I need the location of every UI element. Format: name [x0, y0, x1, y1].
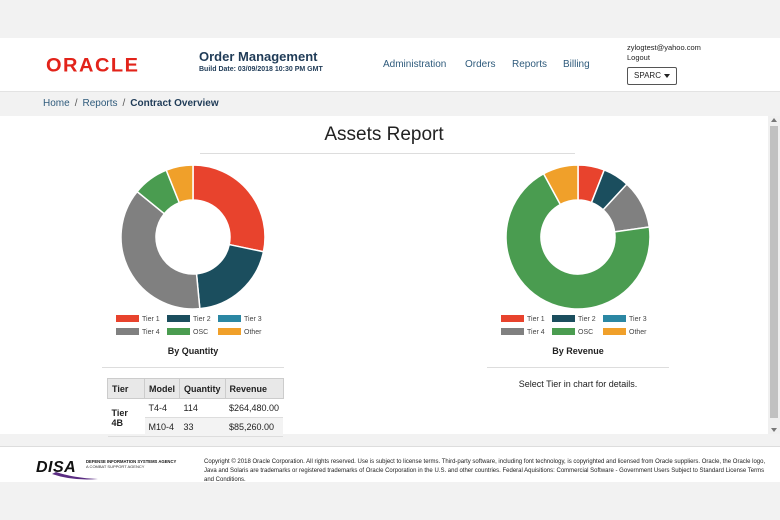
- col-header-quantity: Quantity: [179, 378, 226, 399]
- legend-label: Tier 2: [578, 316, 596, 323]
- header: ORACLE Order Management Build Date: 03/0…: [0, 38, 780, 92]
- legend-swatch: [552, 328, 575, 335]
- quantity-caption-divider: [102, 367, 284, 368]
- legend-item-tier-2[interactable]: Tier 2: [552, 315, 596, 323]
- donut-slice-osc[interactable]: [505, 172, 651, 310]
- legend-item-osc[interactable]: OSC: [167, 328, 208, 336]
- legend-item-tier-3[interactable]: Tier 3: [218, 315, 262, 323]
- legend-label: OSC: [193, 329, 209, 336]
- breadcrumb-home[interactable]: Home: [43, 98, 70, 109]
- footer: DISA DEFENSE INFORMATION SYSTEMS AGENCY …: [0, 446, 780, 483]
- copyright-text: Copyright © 2018 Oracle Corporation. All…: [204, 459, 766, 483]
- org-select[interactable]: SPARC: [627, 67, 677, 85]
- disa-logo: DISA: [36, 459, 77, 476]
- legend-label: Tier 2: [193, 316, 211, 323]
- revenue-chart-caption: By Revenue: [552, 346, 604, 356]
- disa-agency-subtitle: A COMBAT SUPPORT AGENCY: [86, 464, 145, 469]
- legend-item-tier-1[interactable]: Tier 1: [501, 315, 545, 323]
- quantity-chart-caption: By Quantity: [167, 346, 219, 356]
- donut-slice-other[interactable]: [165, 164, 194, 204]
- nav-billing[interactable]: Billing: [563, 59, 590, 70]
- quantity-donut-chart[interactable]: [118, 162, 268, 312]
- vertical-scrollbar[interactable]: [768, 116, 780, 434]
- legend-swatch: [116, 328, 139, 335]
- quantity-cell: 114: [179, 398, 226, 418]
- col-header-revenue: Revenue: [224, 378, 284, 399]
- donut-slice-tier-4[interactable]: [120, 190, 201, 310]
- app-title: Order Management: [199, 49, 318, 64]
- legend-item-osc[interactable]: OSC: [552, 328, 593, 336]
- model-cell: M10-4: [144, 417, 180, 437]
- tier-name-cell: Tier 4B: [107, 398, 145, 437]
- build-date: Build Date: 03/09/2018 10:30 PM GMT: [199, 66, 323, 73]
- legend-label: Tier 4: [527, 329, 545, 336]
- legend-label: Tier 3: [629, 316, 647, 323]
- disa-swoosh-icon: [52, 472, 98, 480]
- legend-item-tier-4[interactable]: Tier 4: [501, 328, 545, 336]
- legend-item-tier-1[interactable]: Tier 1: [116, 315, 160, 323]
- page-title: Assets Report: [324, 124, 444, 145]
- nav-administration[interactable]: Administration: [383, 59, 447, 70]
- donut-slice-other[interactable]: [542, 164, 579, 206]
- tier-detail-table: Tier Model Quantity Revenue Tier 4B T4-4…: [107, 378, 284, 437]
- disa-agency-name: DEFENSE INFORMATION SYSTEMS AGENCY: [86, 459, 177, 464]
- logout-link[interactable]: Logout: [627, 53, 650, 62]
- legend-label: Other: [629, 329, 647, 336]
- revenue-cell: $264,480.00: [225, 398, 284, 418]
- legend-item-tier-2[interactable]: Tier 2: [167, 315, 211, 323]
- revenue-legend: Tier 1 Tier 2 Tier 3 Tier 4 OSC Other: [501, 315, 661, 339]
- legend-item-other[interactable]: Other: [218, 328, 262, 336]
- legend-label: Tier 1: [142, 316, 160, 323]
- quantity-cell: 33: [179, 417, 226, 437]
- legend-swatch: [218, 328, 241, 335]
- legend-item-tier-3[interactable]: Tier 3: [603, 315, 647, 323]
- scroll-down-icon[interactable]: [771, 428, 777, 432]
- quantity-legend: Tier 1 Tier 2 Tier 3 Tier 4 OSC Other: [116, 315, 276, 339]
- user-email: zylogtest@yahoo.com: [627, 43, 701, 52]
- model-cell: T4-4: [144, 398, 180, 418]
- legend-label: Tier 1: [527, 316, 545, 323]
- legend-swatch: [167, 328, 190, 335]
- donut-slice-tier-1[interactable]: [192, 164, 266, 253]
- nav-reports[interactable]: Reports: [512, 59, 548, 70]
- legend-swatch: [552, 315, 575, 322]
- legend-label: Tier 4: [142, 329, 160, 336]
- legend-item-other[interactable]: Other: [603, 328, 647, 336]
- legend-item-tier-4[interactable]: Tier 4: [116, 328, 160, 336]
- revenue-cell: $85,260.00: [225, 417, 284, 437]
- scroll-up-icon[interactable]: [771, 118, 777, 122]
- donut-slice-tier-2[interactable]: [195, 243, 265, 310]
- legend-swatch: [218, 315, 241, 322]
- main-content: Assets Report Tier 1 Tier 2 Tier 3 Tier 4 OS…: [0, 116, 768, 437]
- revenue-caption-divider: [487, 367, 669, 368]
- breadcrumb: Home / Reports / Contract Overview: [43, 98, 219, 109]
- breadcrumb-reports[interactable]: Reports: [82, 98, 118, 109]
- breadcrumb-current: Contract Overview: [130, 98, 219, 109]
- legend-swatch: [167, 315, 190, 322]
- table-row: Tier 4B T4-4 114 $264,480.00: [107, 398, 284, 437]
- caret-down-icon: [664, 74, 670, 78]
- tier-details-message: Select Tier in chart for details.: [518, 379, 638, 389]
- title-divider: [200, 153, 575, 154]
- oracle-logo[interactable]: ORACLE: [46, 55, 140, 77]
- legend-swatch: [603, 315, 626, 322]
- legend-swatch: [116, 315, 139, 322]
- nav-orders[interactable]: Orders: [465, 59, 496, 70]
- scrollbar-thumb[interactable]: [770, 126, 778, 418]
- legend-label: Tier 3: [244, 316, 262, 323]
- legend-swatch: [501, 315, 524, 322]
- table-row: M10-4 33 $85,260.00: [108, 417, 284, 437]
- revenue-donut-chart[interactable]: [503, 162, 653, 312]
- legend-swatch: [501, 328, 524, 335]
- legend-swatch: [603, 328, 626, 335]
- col-header-model: Model: [144, 378, 180, 399]
- org-select-value: SPARC: [634, 71, 661, 80]
- legend-label: OSC: [578, 329, 594, 336]
- top-band: [0, 0, 780, 38]
- col-header-tier: Tier: [107, 378, 145, 399]
- legend-label: Other: [244, 329, 262, 336]
